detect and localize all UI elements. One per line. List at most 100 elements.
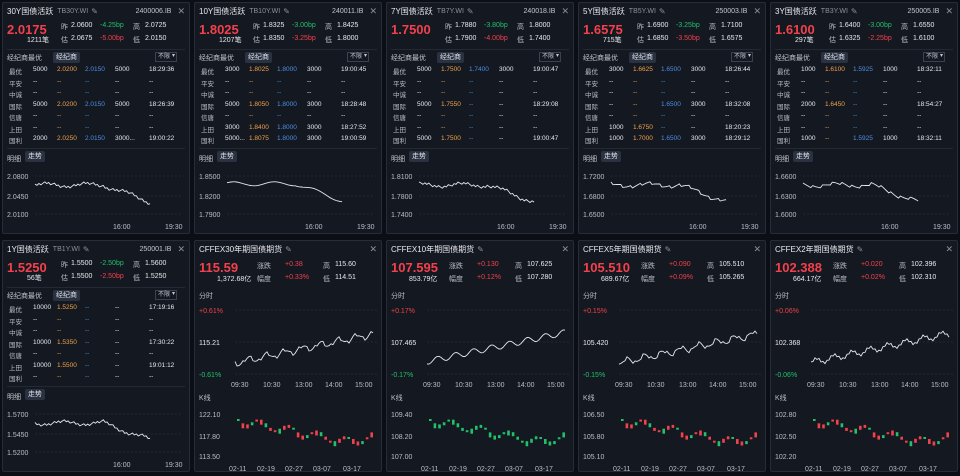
candle — [356, 441, 360, 446]
est-label: 估 — [445, 37, 452, 44]
filter-select[interactable]: 不限 — [347, 52, 369, 62]
y-axis-label: 1.8200 — [199, 194, 221, 201]
trend-button[interactable]: 走势 — [25, 389, 45, 400]
edit-icon[interactable]: ✎ — [850, 6, 858, 16]
trend-button[interactable]: 走势 — [217, 151, 237, 162]
minute-label: 明细 — [391, 156, 405, 163]
bid-vol: 5000 — [33, 100, 48, 108]
trend-chart: 1.6600 1.6300 1.6000 16:00 19:30 — [775, 174, 951, 231]
candle — [882, 435, 885, 439]
filter-select[interactable]: 不限 — [923, 52, 945, 62]
edit-icon[interactable]: ✎ — [664, 244, 672, 254]
ask-price: -- — [85, 112, 90, 119]
edit-icon[interactable]: ✎ — [466, 6, 474, 16]
axis-top: +0.61% — [199, 308, 223, 315]
ask-vol: 3000 — [307, 123, 322, 131]
trend-button[interactable]: 走势 — [25, 151, 45, 162]
ask-vol: -- — [115, 338, 120, 346]
update-time: 19:00:59 — [341, 135, 367, 142]
broker-name: 中诚 — [9, 330, 22, 337]
close-icon[interactable]: ✕ — [177, 243, 185, 254]
close-icon[interactable]: ✕ — [945, 243, 953, 254]
filter-select[interactable]: 不限 — [731, 52, 753, 62]
close-icon[interactable]: ✕ — [945, 5, 953, 16]
broker-button[interactable]: 经纪商 — [629, 52, 656, 63]
high-label: 高 — [517, 24, 524, 31]
edit-icon[interactable]: ✎ — [658, 6, 666, 16]
filter-select[interactable]: 不限 — [155, 290, 177, 300]
broker-row: 上田 1000 1.6750 -- -- 18:20:23 — [579, 123, 765, 134]
close-icon[interactable]: ✕ — [177, 5, 185, 16]
update-time: 18:32:11 — [917, 66, 942, 73]
edit-icon[interactable]: ✎ — [82, 244, 90, 254]
broker-button[interactable]: 经纪商 — [53, 52, 80, 63]
trend-chart: 1.5700 1.5450 1.5200 16:00 19:30 — [7, 412, 183, 469]
close-icon[interactable]: ✕ — [561, 243, 569, 254]
ask-price: -- — [661, 89, 666, 96]
quote-block: 1.8025 昨 1.8325 -3.00bp 高 1.8425 1207笔 估 1.8350-… — [195, 20, 381, 48]
close-icon[interactable]: ✕ — [369, 5, 377, 16]
ask-vol: -- — [307, 77, 312, 85]
broker-row: 中诚 -- -- -- -- -- — [387, 88, 573, 99]
trend-button[interactable]: 走势 — [601, 151, 621, 162]
trend-button[interactable]: 走势 — [409, 151, 429, 162]
broker-button[interactable]: 经纪商 — [245, 52, 272, 63]
kline-date: 02-11 — [421, 466, 438, 472]
bid-price: 1.8075 — [249, 135, 269, 142]
broker-button[interactable]: 经纪商 — [53, 290, 80, 301]
low-label: 低 — [133, 37, 140, 44]
minute-label: 明细 — [7, 156, 21, 163]
candle — [433, 423, 437, 429]
filter-select[interactable]: 不限 — [539, 52, 561, 62]
candle — [722, 438, 725, 443]
trend-line — [34, 419, 151, 439]
bid-vol: 5000 — [225, 100, 240, 108]
edit-icon[interactable]: ✎ — [856, 244, 864, 254]
candle — [260, 419, 263, 425]
ask-vol: -- — [115, 361, 120, 369]
update-time: 18:28:48 — [341, 100, 367, 108]
edit-icon[interactable]: ✎ — [283, 6, 290, 16]
y-axis-label: 1.7900 — [199, 212, 221, 219]
close-icon[interactable]: ✕ — [561, 5, 569, 16]
edit-icon[interactable]: ✎ — [477, 244, 484, 254]
candle — [534, 436, 538, 440]
kline-axis: 102.50 — [775, 434, 797, 441]
broker-name: 国利 — [201, 138, 214, 145]
close-icon[interactable]: ✕ — [369, 243, 377, 254]
filter-select[interactable]: 不限 — [155, 52, 177, 62]
broker-controls: 经纪商最优 经纪商 不限 — [771, 51, 957, 63]
quote-block: 2.0175 昨 2.0600 -4.25bp 高 2.0725 1211笔 估 2.0675-… — [3, 20, 189, 48]
close-icon[interactable]: ✕ — [753, 243, 761, 254]
close-icon[interactable]: ✕ — [753, 5, 761, 16]
broker-button[interactable]: 经纪商 — [437, 52, 464, 63]
trend-button[interactable]: 走势 — [793, 151, 813, 162]
last-price: 1.7500 — [391, 22, 431, 37]
minute-controls: 明细 走势 — [195, 151, 381, 163]
candle — [442, 422, 446, 426]
update-time: 19:00:47 — [533, 135, 559, 142]
high-value: 1.8425 — [337, 22, 359, 29]
candle — [905, 440, 908, 443]
candle — [324, 436, 327, 440]
high-value: 107.625 — [527, 261, 553, 268]
candle — [479, 424, 483, 428]
ask-vol: -- — [115, 77, 120, 85]
broker-name: 平安 — [9, 318, 22, 326]
update-time: 18:27:52 — [341, 123, 367, 131]
ask-vol: 3000 — [691, 135, 706, 142]
low-value: 114.51 — [335, 274, 356, 281]
update-time: 18:29:08 — [533, 100, 559, 108]
candle — [246, 424, 249, 429]
est-change: -3.25bp — [292, 35, 316, 42]
candle — [470, 428, 473, 434]
ask-price: -- — [277, 89, 282, 96]
bond-panel: 10Y国债活跃 TB10Y.WI ✎ 240011.IB ✕ 1.8025 昨 1.8325-… — [194, 2, 382, 234]
broker-button[interactable]: 经纪商 — [821, 52, 848, 63]
low-label: 低 — [133, 275, 140, 282]
edit-icon[interactable]: ✎ — [91, 6, 98, 16]
update-time: -- — [917, 77, 922, 85]
edit-icon[interactable]: ✎ — [285, 244, 292, 254]
bid-vol: 10000 — [33, 304, 52, 311]
candle — [708, 436, 711, 440]
